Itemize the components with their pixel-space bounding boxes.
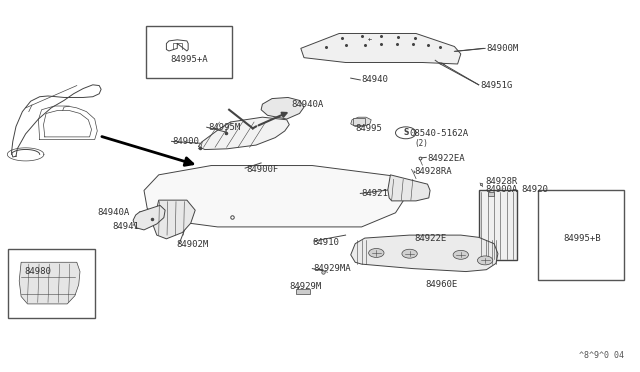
Text: 84929M: 84929M: [289, 282, 321, 291]
Text: 84910: 84910: [312, 238, 339, 247]
Text: 84995M: 84995M: [208, 123, 240, 132]
Text: 84928RA: 84928RA: [415, 167, 452, 176]
Text: 84922EA: 84922EA: [428, 154, 465, 163]
Bar: [538, 190, 624, 280]
Text: 84995: 84995: [355, 124, 382, 133]
Circle shape: [396, 127, 416, 139]
Bar: [146, 26, 232, 78]
Bar: [296, 289, 310, 294]
Text: 84922E: 84922E: [415, 234, 447, 243]
Circle shape: [369, 248, 384, 257]
Text: S: S: [403, 128, 408, 137]
Text: 84900F: 84900F: [246, 165, 278, 174]
Polygon shape: [301, 33, 461, 64]
Text: 84928R: 84928R: [485, 177, 517, 186]
Polygon shape: [351, 235, 498, 272]
Polygon shape: [144, 166, 406, 227]
Text: 84940A: 84940A: [97, 208, 129, 217]
Polygon shape: [479, 190, 517, 260]
Text: 84940: 84940: [362, 76, 388, 84]
Text: 84951G: 84951G: [480, 81, 512, 90]
Text: ^8^9^0 04: ^8^9^0 04: [579, 351, 624, 360]
Text: 84900: 84900: [173, 137, 200, 146]
Polygon shape: [198, 117, 289, 150]
Polygon shape: [351, 117, 371, 126]
Bar: [488, 192, 494, 196]
Polygon shape: [133, 205, 165, 230]
Text: 84995+A: 84995+A: [170, 55, 207, 64]
Polygon shape: [261, 97, 304, 119]
Circle shape: [453, 250, 468, 259]
Polygon shape: [388, 175, 430, 201]
Bar: [353, 118, 365, 125]
Text: 84960E: 84960E: [426, 280, 458, 289]
Text: 84921: 84921: [362, 189, 388, 198]
Text: 84902M: 84902M: [176, 240, 208, 249]
Text: 84929MA: 84929MA: [314, 264, 351, 273]
Text: 84980: 84980: [24, 267, 51, 276]
Circle shape: [477, 256, 493, 265]
Text: 08540-5162A: 08540-5162A: [410, 129, 468, 138]
Text: 84920: 84920: [522, 185, 548, 194]
Text: 84995+B: 84995+B: [564, 234, 601, 243]
Circle shape: [402, 249, 417, 258]
Text: 84900A: 84900A: [485, 185, 517, 194]
Polygon shape: [19, 262, 80, 304]
Bar: [8, 249, 95, 318]
Text: (2): (2): [415, 139, 429, 148]
Text: 84941: 84941: [112, 222, 139, 231]
Text: 84940A: 84940A: [291, 100, 323, 109]
Text: 84900M: 84900M: [486, 44, 518, 53]
Polygon shape: [152, 200, 195, 239]
